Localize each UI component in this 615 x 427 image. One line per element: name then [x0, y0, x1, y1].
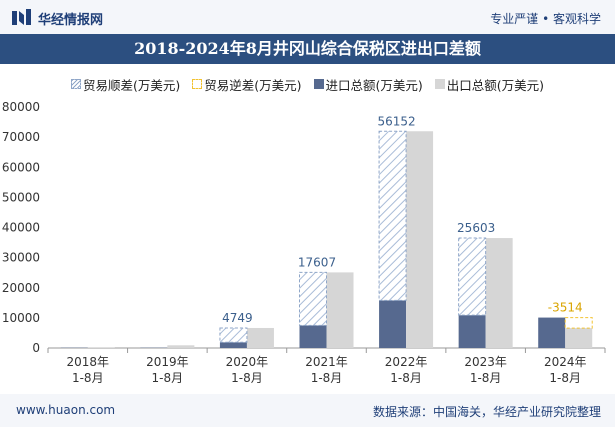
y-tick-label: 60000	[2, 160, 40, 174]
legend-swatch-export	[434, 79, 445, 89]
slogan: 专业严谨 • 客观科学	[490, 12, 601, 26]
export-bar	[326, 272, 354, 348]
legend-label-export: 出口总额(万美元)	[446, 77, 545, 93]
x-tick-label: 2023年	[464, 355, 507, 369]
legend-item-deficit: 贸易逆差(万美元)	[192, 75, 302, 93]
legend-item-import: 进口总额(万美元)	[313, 75, 423, 93]
x-tick-label: 1-8月	[152, 371, 184, 385]
y-tick-label: 0	[32, 341, 40, 355]
x-tick-label: 1-8月	[72, 371, 104, 385]
top-bar: 华经情报网 专业严谨 • 客观科学	[0, 0, 615, 34]
export-bar	[87, 347, 115, 348]
y-tick-label: 40000	[2, 221, 40, 235]
surplus-bar	[378, 130, 407, 301]
y-tick-label: 20000	[2, 281, 40, 295]
x-tick-label: 1-8月	[390, 371, 422, 385]
legend-swatch-surplus	[70, 79, 81, 89]
x-tick-label: 1-8月	[470, 371, 502, 385]
y-tick-label: 70000	[2, 130, 40, 144]
data-label: 4749	[222, 311, 253, 325]
import-bar	[458, 315, 486, 348]
x-tick-label: 2019年	[146, 355, 189, 369]
surplus-bar	[299, 271, 327, 326]
legend-swatch-deficit	[192, 79, 203, 89]
data-label: -3514	[548, 301, 583, 315]
x-tick-label: 1-8月	[549, 371, 581, 385]
x-tick-label: 2022年	[385, 355, 428, 369]
brand-name: 华经情报网	[38, 13, 104, 28]
y-tick-label: 30000	[2, 251, 40, 265]
x-tick-label: 2021年	[305, 355, 348, 369]
legend-label-deficit: 贸易逆差(万美元)	[204, 77, 302, 93]
footer-source: 数据来源：中国海关，华经产业研究院整理	[372, 405, 601, 419]
x-tick-label: 2020年	[226, 355, 269, 369]
data-label: 25603	[457, 221, 495, 235]
chart-title: 2018-2024年8月井冈山综合保税区进出口差额	[0, 34, 615, 64]
export-bar	[167, 345, 195, 348]
x-tick-label: 2024年	[544, 355, 587, 369]
y-tick-label: 80000	[2, 100, 40, 114]
y-tick-label: 50000	[2, 190, 40, 204]
export-bar	[565, 328, 593, 348]
x-tick-label: 2018年	[67, 355, 110, 369]
footer: www.huaon.com 数据来源：中国海关，华经产业研究院整理	[0, 394, 615, 427]
data-label: 17607	[298, 255, 336, 269]
import-bar	[379, 300, 407, 348]
legend-label-surplus: 贸易顺差(万美元)	[82, 77, 181, 93]
export-bar	[406, 131, 434, 348]
legend-item-export: 出口总额(万美元)	[434, 75, 545, 93]
y-tick-label: 10000	[2, 311, 40, 325]
deficit-bar	[564, 317, 593, 329]
export-bar	[246, 327, 274, 348]
bar-chart: 0 10000 20000 30000 40000 50000 60000 70000 8000…	[2, 100, 606, 385]
x-tick-label: 1-8月	[231, 371, 263, 385]
logo-icon	[12, 9, 31, 25]
data-label: 56152	[377, 114, 415, 128]
export-bar	[485, 238, 513, 348]
legend: 贸易顺差(万美元) 贸易逆差(万美元) 进口总额(万美元) 出口总额(万美元)	[0, 75, 615, 93]
import-bar	[219, 342, 247, 348]
surplus-bar	[219, 327, 248, 343]
legend-label-import: 进口总额(万美元)	[325, 77, 423, 93]
surplus-bar	[458, 237, 487, 316]
legend-swatch-import	[313, 79, 324, 89]
legend-item-surplus: 贸易顺差(万美元)	[70, 75, 181, 93]
footer-url: www.huaon.com	[16, 403, 116, 417]
x-tick-label: 1-8月	[311, 371, 343, 385]
import-bar	[538, 317, 566, 348]
import-bar	[299, 325, 327, 348]
